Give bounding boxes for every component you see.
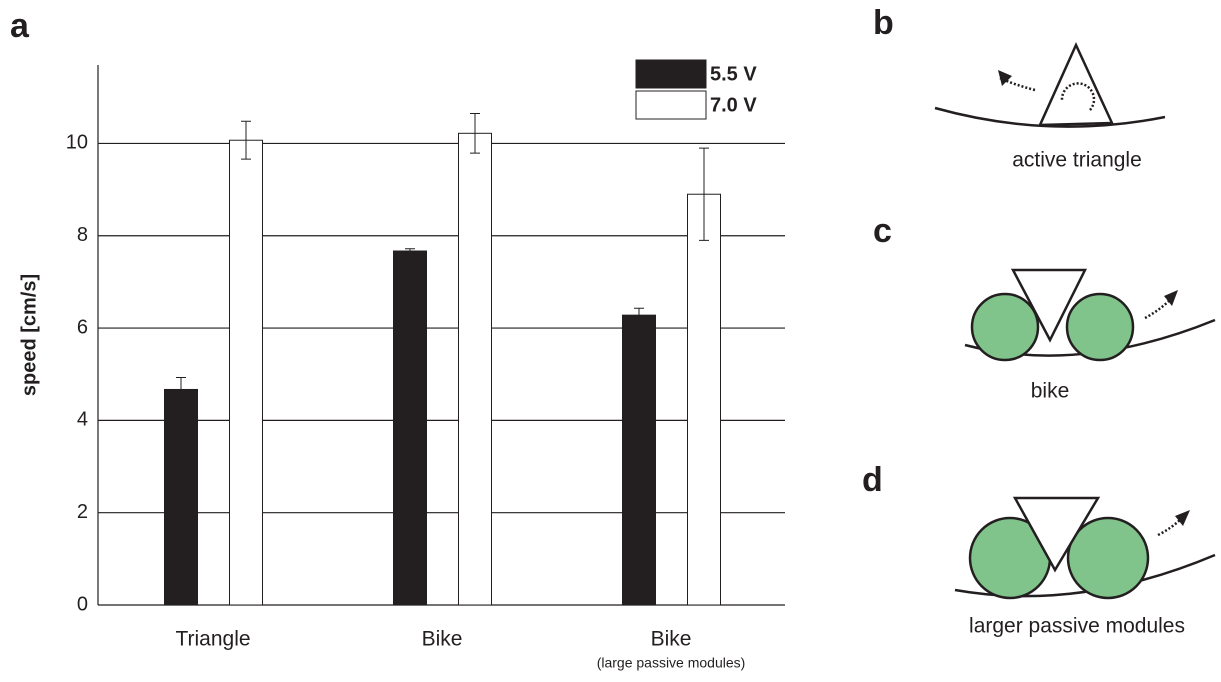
- legend-swatch: [636, 60, 706, 88]
- x-tick-sublabel: (large passive modules): [597, 655, 746, 671]
- motion-arrow: [1158, 518, 1182, 535]
- bar: [688, 194, 721, 605]
- x-tick-label: Bike: [651, 628, 692, 651]
- caption: active triangle: [1012, 149, 1142, 172]
- bar: [230, 140, 263, 605]
- bar: [394, 251, 427, 605]
- legend-label: 5.5 V: [710, 63, 757, 85]
- panel-letter: a: [10, 7, 30, 45]
- bar: [623, 315, 656, 605]
- arrow-head: [1175, 510, 1190, 526]
- y-axis-label: speed [cm/s]: [18, 274, 40, 396]
- y-tick-label: 2: [77, 501, 88, 523]
- x-tick-label: Bike: [422, 628, 463, 651]
- y-tick-label: 6: [77, 316, 88, 338]
- legend-swatch: [636, 91, 706, 119]
- legend-label: 7.0 V: [710, 94, 757, 116]
- caption: bike: [1031, 380, 1070, 403]
- panel-letter: c: [873, 212, 892, 250]
- passive-module: [1067, 294, 1133, 360]
- x-tick-label: Triangle: [175, 628, 250, 651]
- bar: [165, 389, 198, 605]
- diagrams: b active triangle c bike d larger passiv…: [862, 4, 1215, 638]
- y-tick-label: 8: [77, 224, 88, 246]
- caption: larger passive modules: [969, 615, 1185, 638]
- bar: [459, 133, 492, 605]
- motion-arrow: [1145, 298, 1172, 318]
- y-tick-label: 10: [66, 132, 88, 154]
- panel-letter: b: [873, 4, 894, 42]
- arrow-head: [998, 70, 1012, 86]
- y-tick-label: 0: [77, 593, 88, 615]
- passive-module: [972, 294, 1038, 360]
- y-tick-label: 4: [77, 409, 88, 431]
- triangle: [1040, 45, 1112, 125]
- panel-letter: d: [862, 461, 883, 499]
- figure: a speed [cm/s] b active triangle c bike …: [0, 0, 1221, 682]
